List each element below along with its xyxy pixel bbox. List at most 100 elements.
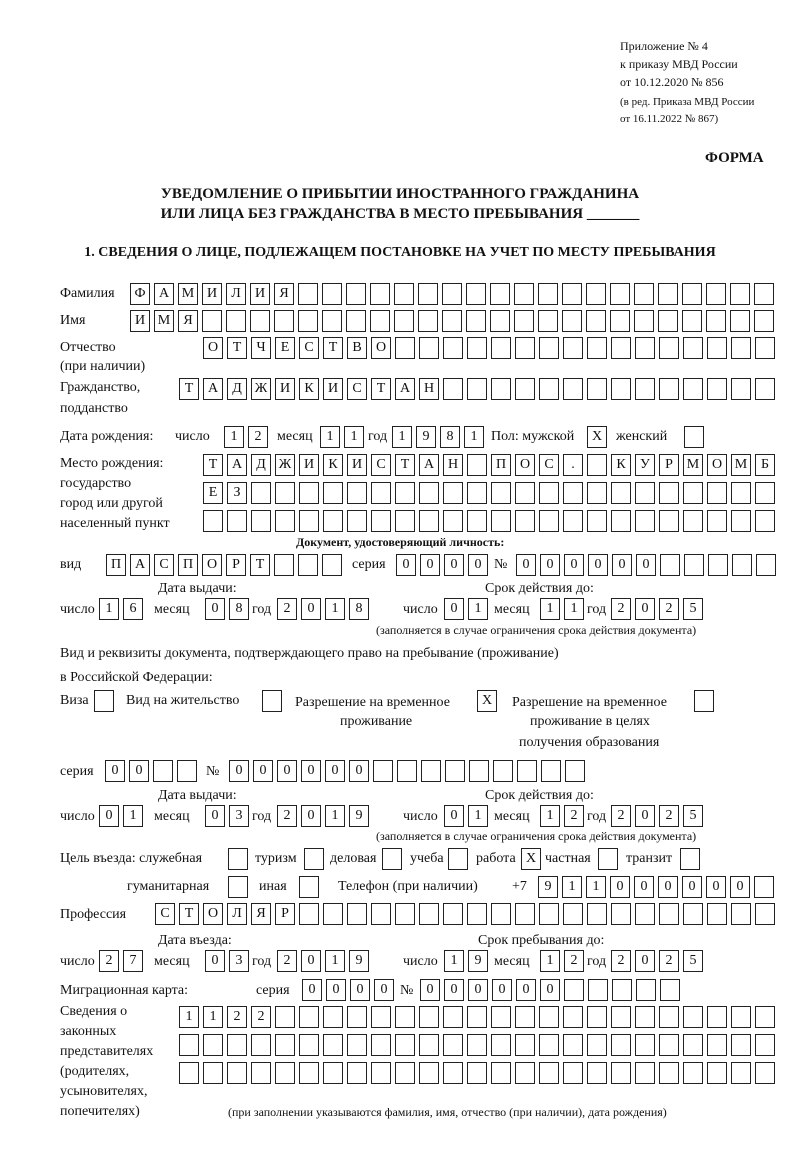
form-cell[interactable]: О: [707, 454, 727, 476]
form-cell[interactable]: [491, 1006, 511, 1028]
form-cell[interactable]: С: [539, 454, 559, 476]
form-cell[interactable]: [298, 310, 318, 332]
form-cell[interactable]: Т: [179, 903, 199, 925]
form-cell[interactable]: Т: [250, 554, 270, 576]
form-cell[interactable]: [442, 283, 462, 305]
form-cell[interactable]: Н: [443, 454, 463, 476]
form-cell[interactable]: [706, 283, 726, 305]
form-cell[interactable]: [730, 283, 750, 305]
form-cell[interactable]: [683, 903, 703, 925]
form-cell[interactable]: 0: [253, 760, 273, 782]
form-cell[interactable]: [467, 337, 487, 359]
form-cell[interactable]: 6: [123, 598, 143, 620]
form-cell[interactable]: 0: [635, 805, 655, 827]
form-cell[interactable]: [684, 554, 704, 576]
form-cell[interactable]: Р: [659, 454, 679, 476]
form-cell[interactable]: 0: [444, 598, 464, 620]
form-cell[interactable]: Т: [179, 378, 199, 400]
form-cell[interactable]: 1: [540, 950, 560, 972]
form-cell[interactable]: Т: [395, 454, 415, 476]
form-cell[interactable]: [227, 510, 247, 532]
form-cell[interactable]: О: [203, 903, 223, 925]
form-cell[interactable]: [491, 337, 511, 359]
form-cell[interactable]: 0: [325, 760, 345, 782]
form-cell[interactable]: [515, 337, 535, 359]
form-cell[interactable]: [659, 337, 679, 359]
form-cell[interactable]: [658, 283, 678, 305]
form-cell[interactable]: [588, 979, 608, 1001]
form-cell[interactable]: [515, 482, 535, 504]
representatives-cells[interactable]: [179, 1034, 775, 1056]
form-cell[interactable]: Я: [178, 310, 198, 332]
form-cell[interactable]: 9: [468, 950, 488, 972]
form-cell[interactable]: [418, 283, 438, 305]
form-cell[interactable]: О: [515, 454, 535, 476]
form-cell[interactable]: [683, 378, 703, 400]
form-cell[interactable]: [612, 979, 632, 1001]
form-cell[interactable]: 0: [730, 876, 750, 898]
form-cell[interactable]: .: [563, 454, 583, 476]
form-cell[interactable]: [539, 903, 559, 925]
form-cell[interactable]: [322, 554, 342, 576]
form-cell[interactable]: [395, 482, 415, 504]
form-cell[interactable]: С: [154, 554, 174, 576]
form-cell[interactable]: П: [491, 454, 511, 476]
form-cell[interactable]: [659, 378, 679, 400]
representatives-cells[interactable]: [179, 1062, 775, 1084]
form-cell[interactable]: Ф: [130, 283, 150, 305]
form-cell[interactable]: [731, 482, 751, 504]
form-cell[interactable]: [563, 510, 583, 532]
form-cell[interactable]: [731, 1006, 751, 1028]
form-cell[interactable]: И: [347, 454, 367, 476]
form-cell[interactable]: [448, 848, 468, 870]
form-cell[interactable]: [708, 554, 728, 576]
form-cell[interactable]: [707, 1006, 727, 1028]
form-cell[interactable]: Ж: [251, 378, 271, 400]
form-cell[interactable]: [490, 310, 510, 332]
form-cell[interactable]: К: [299, 378, 319, 400]
form-cell[interactable]: Т: [203, 454, 223, 476]
form-cell[interactable]: 0: [129, 760, 149, 782]
form-cell[interactable]: [755, 337, 775, 359]
form-cell[interactable]: А: [419, 454, 439, 476]
form-cell[interactable]: 1: [325, 950, 345, 972]
form-cell[interactable]: [683, 1062, 703, 1084]
form-cell[interactable]: 0: [326, 979, 346, 1001]
form-cell[interactable]: [491, 378, 511, 400]
form-cell[interactable]: [635, 510, 655, 532]
form-cell[interactable]: [94, 690, 114, 712]
form-cell[interactable]: [563, 378, 583, 400]
form-cell[interactable]: [598, 848, 618, 870]
form-cell[interactable]: 1: [586, 876, 606, 898]
form-cell[interactable]: [635, 482, 655, 504]
form-cell[interactable]: [539, 1006, 559, 1028]
form-cell[interactable]: И: [250, 283, 270, 305]
purpose-work-checkbox[interactable]: X: [521, 848, 541, 870]
form-cell[interactable]: [371, 903, 391, 925]
form-cell[interactable]: [419, 482, 439, 504]
form-cell[interactable]: 9: [538, 876, 558, 898]
form-cell[interactable]: 1: [392, 426, 412, 448]
trp-education-checkbox[interactable]: [694, 690, 714, 712]
form-cell[interactable]: [346, 283, 366, 305]
form-cell[interactable]: 5: [683, 950, 703, 972]
form-cell[interactable]: [394, 310, 414, 332]
form-cell[interactable]: М: [178, 283, 198, 305]
form-cell[interactable]: 0: [540, 554, 560, 576]
form-cell[interactable]: [683, 510, 703, 532]
form-cell[interactable]: [707, 337, 727, 359]
form-cell[interactable]: [370, 283, 390, 305]
form-cell[interactable]: [299, 1034, 319, 1056]
form-cell[interactable]: 0: [205, 950, 225, 972]
